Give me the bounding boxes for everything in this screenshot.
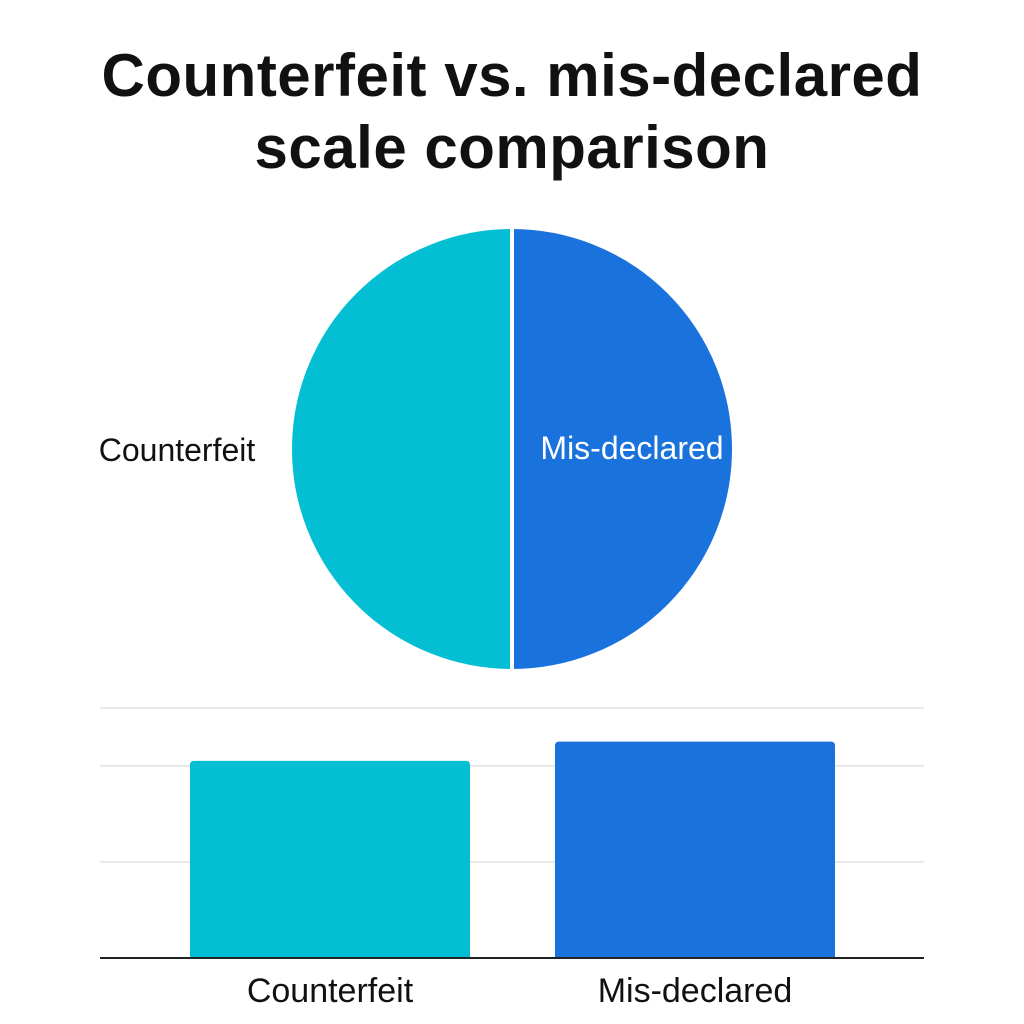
chart-title: Counterfeit vs. mis-declared scale compa… (0, 40, 1024, 184)
chart-title-line-1: Counterfeit vs. mis-declared (101, 42, 923, 109)
pie-slice-mis-declared (510, 225, 736, 673)
pie-chart: Counterfeit Mis-declared (99, 225, 736, 673)
chart-title-line-2: scale comparison (254, 114, 770, 181)
pie-label-counterfeit: Counterfeit (99, 432, 256, 468)
pie-slice-counterfeit (288, 225, 514, 673)
bar-tick-label-mis-declared: Mis-declared (598, 972, 793, 1010)
bar-tick-label-counterfeit: Counterfeit (247, 972, 414, 1010)
bar-chart: Counterfeit Mis-declared (100, 707, 924, 1010)
pie-label-mis-declared: Mis-declared (540, 430, 723, 466)
bar-counterfeit (190, 760, 470, 958)
bar-mis-declared (555, 741, 835, 958)
